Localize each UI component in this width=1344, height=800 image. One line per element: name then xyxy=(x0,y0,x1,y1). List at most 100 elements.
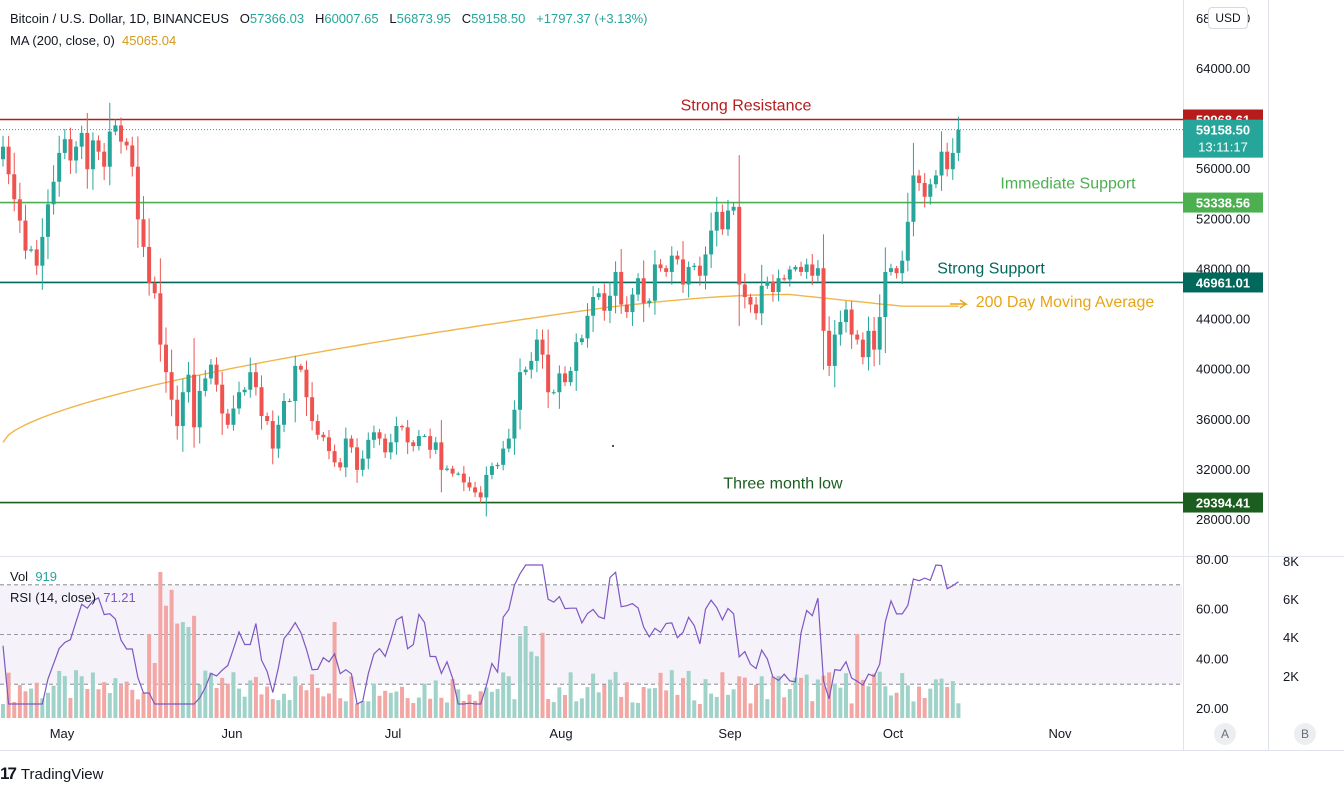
candle-body xyxy=(416,436,421,447)
candle-body xyxy=(804,264,809,272)
price-tick-label: 32000.00 xyxy=(1196,462,1250,477)
candle-body xyxy=(478,492,483,498)
volume-bar xyxy=(815,679,820,718)
candle-body xyxy=(326,437,331,452)
ma-annotation-arrow xyxy=(950,299,969,309)
volume-bar xyxy=(512,699,517,718)
price-tick-label: 40000.00 xyxy=(1196,362,1250,377)
volume-bar xyxy=(197,684,202,718)
volume-bar xyxy=(428,698,433,718)
ma-200-line xyxy=(2,293,959,443)
candle-body xyxy=(394,426,399,443)
candle-body xyxy=(237,392,242,409)
candle-body xyxy=(933,175,938,185)
volume-bar xyxy=(85,688,90,718)
candle-body xyxy=(197,390,202,428)
candle-body xyxy=(366,439,371,459)
candle-body xyxy=(647,300,652,304)
volume-bar xyxy=(720,672,725,718)
candle-body xyxy=(57,152,62,182)
candle-body xyxy=(894,268,899,274)
volume-bar xyxy=(175,623,180,718)
candle-body xyxy=(900,260,905,274)
candle-body xyxy=(624,304,629,313)
log-scale-button[interactable]: B xyxy=(1294,723,1316,745)
volume-bar xyxy=(450,679,455,718)
volume-bar xyxy=(169,589,174,718)
volume-bar xyxy=(23,691,28,718)
candle-body xyxy=(905,221,910,261)
auto-scale-button[interactable]: A xyxy=(1214,723,1236,745)
rsi-line xyxy=(2,564,959,705)
volume-bar xyxy=(45,692,50,718)
volume-bar xyxy=(214,688,219,718)
volume-bar xyxy=(298,685,303,718)
candle-body xyxy=(231,408,236,425)
currency-badge[interactable]: USD xyxy=(1208,7,1248,29)
volume-bar xyxy=(888,695,893,718)
candle-body xyxy=(613,271,618,296)
volume-bar xyxy=(669,670,674,718)
volume-bar xyxy=(400,686,405,718)
volume-bar xyxy=(664,690,669,718)
volume-bar xyxy=(827,672,832,718)
candle-body xyxy=(371,432,376,440)
candle-body xyxy=(152,283,157,294)
volume-bar xyxy=(270,699,275,718)
volume-bar xyxy=(725,694,730,718)
volume-bar xyxy=(686,670,691,718)
candle-body xyxy=(844,309,848,323)
candle-body xyxy=(107,131,112,167)
volume-bar xyxy=(371,683,376,718)
volume-bar xyxy=(259,694,264,718)
candle-body xyxy=(872,330,877,350)
candle-body xyxy=(793,266,798,270)
candle-body xyxy=(860,339,865,358)
candle-body xyxy=(433,442,438,450)
volume-bar xyxy=(675,694,680,718)
volume-bar xyxy=(546,699,551,718)
candle-body xyxy=(68,139,73,161)
candle-body xyxy=(563,373,567,383)
candle-body xyxy=(669,255,674,272)
candle-body xyxy=(737,206,742,285)
rsi-tick-label: 80.00 xyxy=(1196,552,1229,567)
candle-body xyxy=(574,342,579,371)
candle-body xyxy=(709,230,714,255)
candle-body xyxy=(444,468,449,470)
volume-bar xyxy=(96,689,101,718)
volume-bar xyxy=(6,672,11,718)
volume-bar xyxy=(737,676,742,718)
volume-tick-label: 2K xyxy=(1283,669,1299,684)
volume-bar xyxy=(326,693,331,718)
candle-body xyxy=(641,278,646,304)
candle-body xyxy=(259,387,264,417)
candle-body xyxy=(518,372,523,410)
volume-bar xyxy=(579,698,584,718)
candle-body xyxy=(113,125,118,132)
level-price-badge xyxy=(1183,192,1263,213)
volume-bar xyxy=(810,701,815,718)
volume-bar xyxy=(366,701,371,718)
tradingview-footer[interactable]: 17 TradingView xyxy=(0,764,103,784)
candle-body xyxy=(754,304,759,314)
low-value: 56873.95 xyxy=(396,11,451,26)
candle-body xyxy=(630,294,635,313)
candle-body xyxy=(473,487,478,493)
volume-bar xyxy=(849,703,854,718)
candle-body xyxy=(731,206,736,211)
volume-bar xyxy=(147,634,152,718)
volume-bar xyxy=(804,674,809,718)
candle-body xyxy=(585,315,590,339)
volume-bar xyxy=(742,677,747,718)
candle-body xyxy=(310,397,315,422)
volume-bar xyxy=(956,703,961,718)
volume-bar xyxy=(377,695,382,718)
volume-bar xyxy=(57,670,62,718)
last-price-badge xyxy=(1183,119,1263,158)
price-tick-label: 56000.00 xyxy=(1196,161,1250,176)
candle-body xyxy=(799,266,804,272)
level-price-text: 46961.01 xyxy=(1196,275,1250,290)
